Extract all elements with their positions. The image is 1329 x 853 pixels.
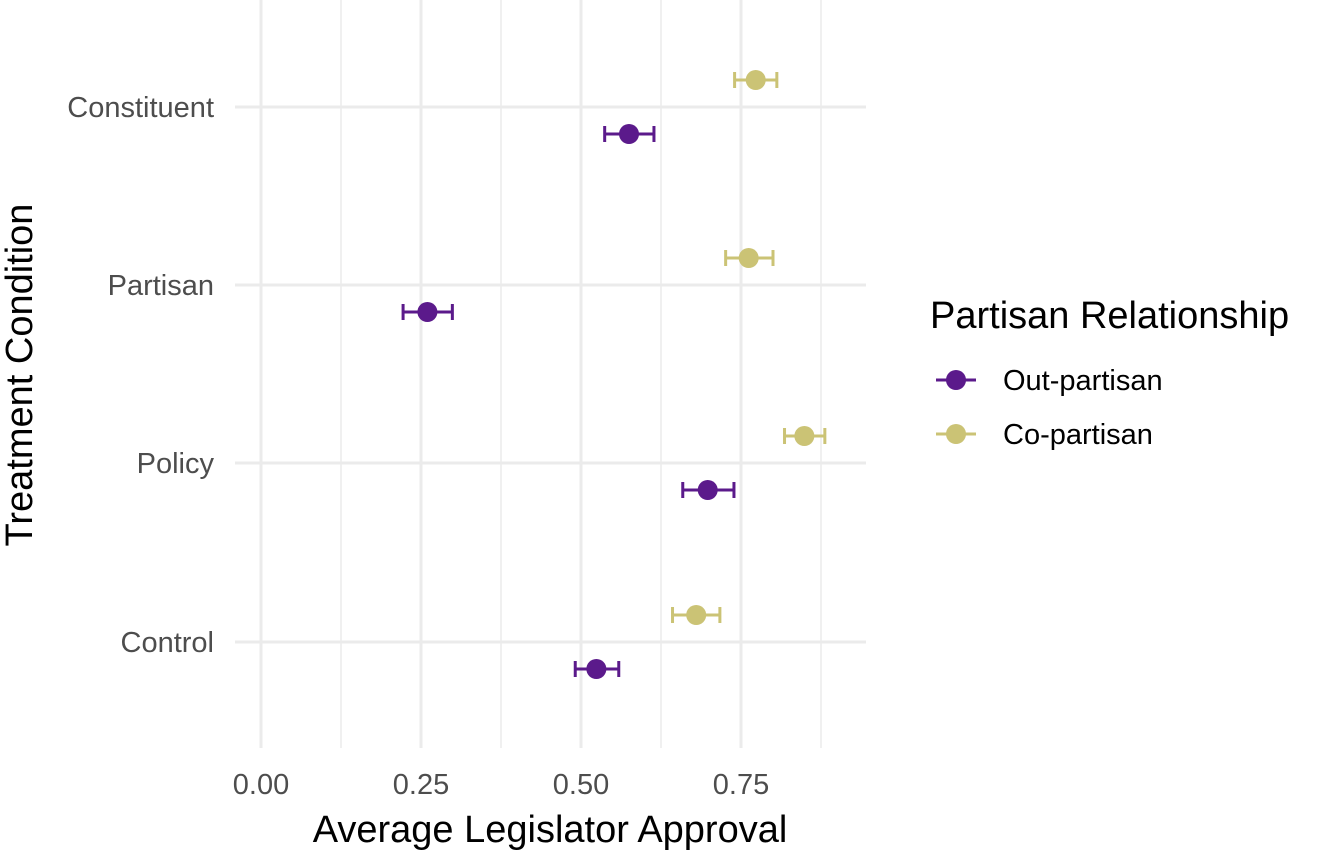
x-tick-label: 0.00 bbox=[233, 769, 289, 801]
legend: Partisan Relationship Out-partisan Co-par… bbox=[930, 295, 1289, 451]
legend-key-point bbox=[946, 370, 966, 390]
legend-label: Out-partisan bbox=[1003, 365, 1163, 397]
legend-title: Partisan Relationship bbox=[930, 295, 1289, 337]
series-out-partisan bbox=[401, 124, 736, 679]
data-point bbox=[697, 480, 718, 500]
data-point bbox=[417, 302, 438, 322]
y-tick-label: Partisan bbox=[108, 270, 214, 302]
data-point bbox=[686, 605, 707, 625]
series-co-partisan bbox=[671, 70, 827, 625]
data-point bbox=[794, 426, 815, 446]
x-axis-title: Average Legislator Approval bbox=[313, 809, 788, 851]
y-tick-label: Constituent bbox=[67, 92, 214, 124]
legend-label: Co-partisan bbox=[1003, 419, 1153, 451]
data-point bbox=[586, 659, 607, 679]
data-point bbox=[745, 70, 766, 90]
x-tick-label: 0.50 bbox=[553, 769, 609, 801]
legend-item-out-partisan: Out-partisan bbox=[936, 365, 1163, 397]
x-tick-label: 0.25 bbox=[393, 769, 449, 801]
y-axis-title: Treatment Condition bbox=[0, 204, 41, 547]
data-marks bbox=[401, 70, 827, 679]
data-point bbox=[619, 124, 639, 144]
y-tick-label: Policy bbox=[137, 448, 215, 480]
y-tick-label: Control bbox=[121, 627, 215, 659]
y-tick-labels: Constituent Partisan Policy Control bbox=[67, 92, 214, 659]
x-tick-label: 0.75 bbox=[713, 769, 769, 801]
grid bbox=[235, 0, 866, 748]
data-point bbox=[738, 248, 759, 268]
legend-items: Out-partisan Co-partisan bbox=[936, 365, 1163, 451]
x-tick-labels: 0.00 0.25 0.50 0.75 bbox=[233, 769, 769, 801]
legend-key-point bbox=[946, 424, 966, 444]
legend-item-co-partisan: Co-partisan bbox=[936, 419, 1153, 451]
